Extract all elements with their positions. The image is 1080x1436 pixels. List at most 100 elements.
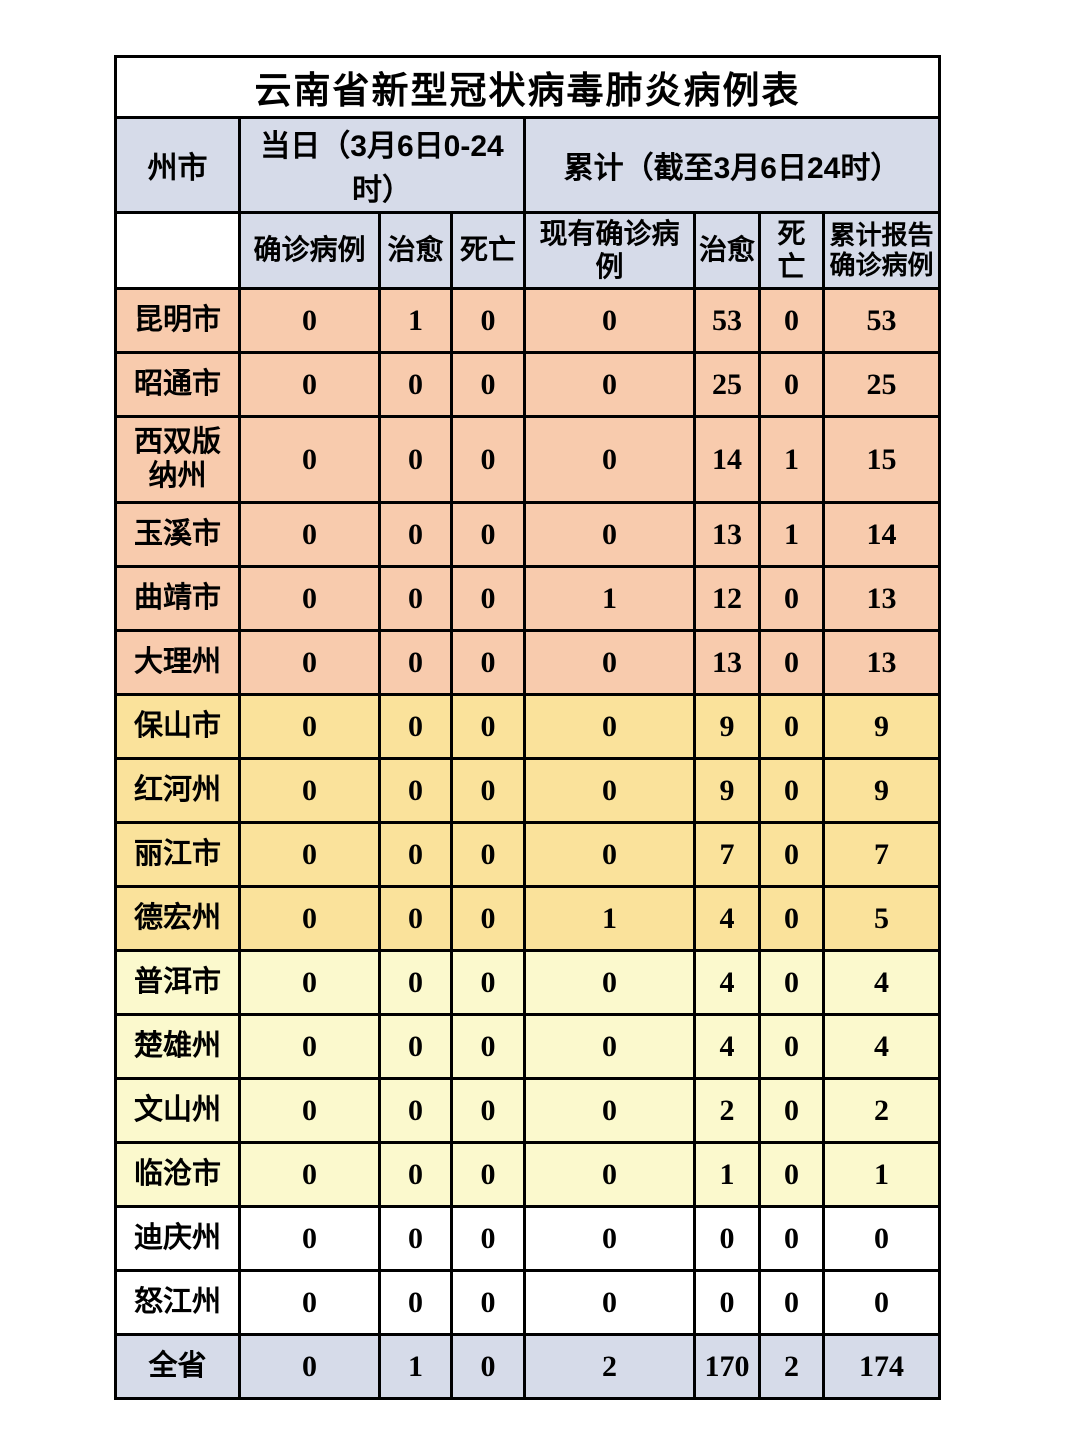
value-cell: 170 <box>693 1333 761 1400</box>
value-cell: 0 <box>523 351 696 418</box>
value-cell: 13 <box>693 501 761 568</box>
value-cell: 25 <box>693 351 761 418</box>
value-cell: 0 <box>378 351 453 418</box>
column-header-row: 确诊病例 治愈 死亡 现有确诊病例 治愈 死亡 累计报告确诊病例 <box>114 211 941 290</box>
value-cell: 0 <box>238 757 381 824</box>
table-row: 丽江市 0 0 0 0 7 0 7 <box>114 821 941 888</box>
value-cell: 1 <box>758 415 825 504</box>
value-cell: 0 <box>450 351 526 418</box>
value-cell: 0 <box>378 565 453 632</box>
value-cell: 0 <box>450 565 526 632</box>
value-cell: 0 <box>378 757 453 824</box>
header-current-confirmed: 现有确诊病例 <box>523 211 696 290</box>
page-title: 云南省新型冠状病毒肺炎病例表 <box>114 55 941 119</box>
table-row: 楚雄州 0 0 0 0 4 0 4 <box>114 1013 941 1080</box>
value-cell: 0 <box>450 885 526 952</box>
header-cured-daily: 治愈 <box>378 211 453 290</box>
value-cell: 0 <box>758 1205 825 1272</box>
value-cell: 0 <box>238 885 381 952</box>
value-cell: 0 <box>450 757 526 824</box>
region-cell: 普洱市 <box>114 949 241 1016</box>
region-cell: 昆明市 <box>114 287 241 354</box>
value-cell: 13 <box>822 565 941 632</box>
value-cell: 0 <box>378 1269 453 1336</box>
value-cell: 0 <box>523 1141 696 1208</box>
value-cell: 0 <box>378 885 453 952</box>
value-cell: 1 <box>523 885 696 952</box>
value-cell: 13 <box>693 629 761 696</box>
value-cell: 1 <box>822 1141 941 1208</box>
region-cell: 保山市 <box>114 693 241 760</box>
value-cell: 0 <box>238 629 381 696</box>
value-cell: 0 <box>758 757 825 824</box>
value-cell: 0 <box>758 693 825 760</box>
value-cell: 0 <box>378 415 453 504</box>
value-cell: 0 <box>523 501 696 568</box>
table-row: 西双版纳州 0 0 0 0 14 1 15 <box>114 415 941 504</box>
cases-table-container: 云南省新型冠状病毒肺炎病例表 州市 当日（3月6日0-24时） 累计（截至3月6… <box>114 55 941 1400</box>
value-cell: 0 <box>378 949 453 1016</box>
value-cell: 0 <box>238 1077 381 1144</box>
table-row: 文山州 0 0 0 0 2 0 2 <box>114 1077 941 1144</box>
region-cell: 红河州 <box>114 757 241 824</box>
table-row: 玉溪市 0 0 0 0 13 1 14 <box>114 501 941 568</box>
table-body: 昆明市 0 1 0 0 53 0 53 昭通市 0 0 0 0 25 0 25 西双版纳州 0 0 0 0 14 1 15 玉溪… <box>114 287 941 1400</box>
value-cell: 0 <box>758 1013 825 1080</box>
value-cell: 9 <box>693 693 761 760</box>
value-cell: 9 <box>822 757 941 824</box>
value-cell: 0 <box>758 629 825 696</box>
header-total-reported: 累计报告确诊病例 <box>822 211 941 290</box>
header-deaths-daily: 死亡 <box>450 211 526 290</box>
value-cell: 0 <box>523 1205 696 1272</box>
value-cell: 0 <box>523 693 696 760</box>
value-cell: 0 <box>758 821 825 888</box>
value-cell: 0 <box>450 1013 526 1080</box>
value-cell: 0 <box>238 949 381 1016</box>
value-cell: 53 <box>693 287 761 354</box>
header-cured-cumulative: 治愈 <box>693 211 761 290</box>
region-cell: 迪庆州 <box>114 1205 241 1272</box>
value-cell: 9 <box>693 757 761 824</box>
table-row: 曲靖市 0 0 0 1 12 0 13 <box>114 565 941 632</box>
value-cell: 0 <box>758 885 825 952</box>
region-cell: 楚雄州 <box>114 1013 241 1080</box>
value-cell: 0 <box>758 1077 825 1144</box>
value-cell: 4 <box>822 949 941 1016</box>
header-blank-cell <box>114 211 241 290</box>
region-cell: 玉溪市 <box>114 501 241 568</box>
region-cell: 全省 <box>114 1333 241 1400</box>
value-cell: 4 <box>693 1013 761 1080</box>
group-header-row: 州市 当日（3月6日0-24时） 累计（截至3月6日24时） <box>114 116 941 214</box>
table-row: 普洱市 0 0 0 0 4 0 4 <box>114 949 941 1016</box>
value-cell: 0 <box>378 629 453 696</box>
value-cell: 0 <box>238 351 381 418</box>
region-cell: 曲靖市 <box>114 565 241 632</box>
value-cell: 0 <box>378 693 453 760</box>
value-cell: 1 <box>693 1141 761 1208</box>
value-cell: 0 <box>523 287 696 354</box>
value-cell: 0 <box>378 501 453 568</box>
value-cell: 0 <box>758 565 825 632</box>
value-cell: 174 <box>822 1333 941 1400</box>
table-row: 迪庆州 0 0 0 0 0 0 0 <box>114 1205 941 1272</box>
value-cell: 0 <box>523 415 696 504</box>
value-cell: 14 <box>822 501 941 568</box>
table-row: 红河州 0 0 0 0 9 0 9 <box>114 757 941 824</box>
value-cell: 7 <box>822 821 941 888</box>
value-cell: 2 <box>822 1077 941 1144</box>
total-row: 全省 0 1 0 2 170 2 174 <box>114 1333 941 1400</box>
region-cell: 昭通市 <box>114 351 241 418</box>
value-cell: 0 <box>523 949 696 1016</box>
cases-table: 云南省新型冠状病毒肺炎病例表 州市 当日（3月6日0-24时） 累计（截至3月6… <box>114 55 941 1400</box>
region-cell: 大理州 <box>114 629 241 696</box>
value-cell: 4 <box>693 949 761 1016</box>
value-cell: 0 <box>523 1013 696 1080</box>
value-cell: 0 <box>238 501 381 568</box>
value-cell: 0 <box>758 1141 825 1208</box>
region-cell: 临沧市 <box>114 1141 241 1208</box>
value-cell: 2 <box>693 1077 761 1144</box>
value-cell: 13 <box>822 629 941 696</box>
value-cell: 0 <box>238 565 381 632</box>
value-cell: 0 <box>450 821 526 888</box>
value-cell: 0 <box>523 1269 696 1336</box>
